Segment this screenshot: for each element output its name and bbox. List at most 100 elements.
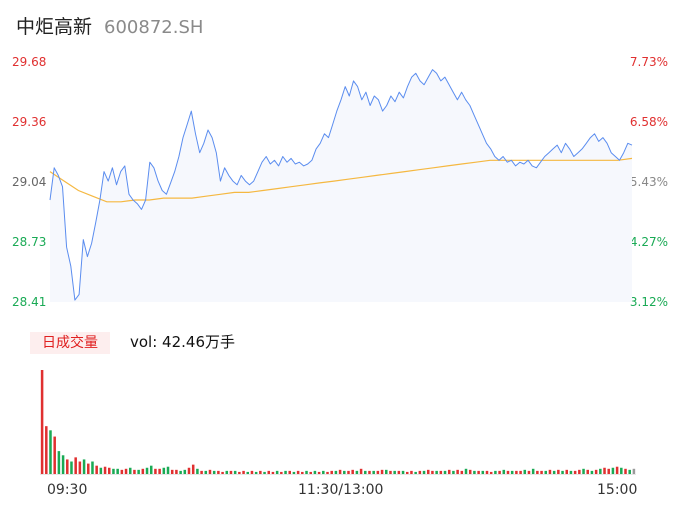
y-tick-left-0: 29.68 <box>12 55 47 69</box>
volume-bar <box>74 457 77 474</box>
stock-name: 中炬高新 <box>16 16 93 38</box>
volume-bar <box>196 468 199 474</box>
volume-bar <box>540 470 543 474</box>
volume-bar <box>292 471 296 474</box>
volume-bar <box>70 461 73 474</box>
volume-bar <box>162 467 166 474</box>
volume-bar <box>456 469 459 474</box>
volume-bar <box>212 470 216 474</box>
volume-bar <box>259 470 262 474</box>
volume-bar <box>561 470 564 474</box>
volume-bar <box>557 469 560 474</box>
volume-tab[interactable]: 日成交量 <box>30 332 110 354</box>
volume-bar <box>128 467 132 474</box>
volume-bar <box>502 469 506 474</box>
volume-bar <box>288 470 291 474</box>
volume-bar <box>380 469 384 474</box>
volume-bar <box>422 470 426 474</box>
volume-bar <box>347 470 350 474</box>
volume-bar <box>103 466 107 474</box>
volume-bar <box>82 459 86 474</box>
volume-bar <box>170 469 174 474</box>
avg-price-line <box>49 157 633 203</box>
volume-bar <box>225 470 229 474</box>
volume-bar <box>49 430 52 474</box>
stock-code: 600872.SH <box>104 17 204 38</box>
y-tick-right-0: 7.73% <box>629 55 668 69</box>
volume-bar <box>217 470 220 474</box>
volume-bar <box>364 470 367 474</box>
y-tick-right-2: 5.43% <box>629 175 668 189</box>
volume-bar <box>322 470 325 474</box>
volume-bar <box>326 471 329 474</box>
volume-bar <box>343 470 346 474</box>
volume-bar <box>620 467 623 474</box>
volume-bar <box>368 470 371 474</box>
volume-bar <box>389 470 392 474</box>
volume-bar <box>376 470 380 474</box>
volume-bar <box>565 469 569 474</box>
volume-bar <box>175 469 178 474</box>
volume-bar <box>489 471 493 474</box>
volume-bar <box>599 468 602 474</box>
volume-bar <box>485 470 489 474</box>
y-tick-right-3: 4.27% <box>629 235 668 249</box>
y-tick-left-1: 29.36 <box>12 115 47 129</box>
volume-bar <box>464 468 468 474</box>
volume-bar <box>473 470 476 474</box>
volume-bar <box>582 468 585 474</box>
volume-bar <box>536 470 539 474</box>
volume-bar <box>603 467 606 474</box>
volume-bar <box>313 470 317 474</box>
volume-bar <box>385 469 388 474</box>
volume-bar <box>53 436 56 474</box>
y-tick-right-4: 3.12% <box>629 295 668 309</box>
volume-bar <box>468 469 472 474</box>
volume-bar <box>447 469 451 474</box>
volume-bar <box>338 469 342 474</box>
price-line <box>49 69 633 301</box>
volume-bar <box>334 470 338 474</box>
volume-bar <box>78 461 82 474</box>
volume-bar <box>607 468 610 474</box>
volume-bar <box>124 468 128 474</box>
volume-bar <box>519 470 522 474</box>
volume-bar <box>452 470 455 474</box>
volume-bar <box>359 468 363 474</box>
y-tick-left-2: 29.04 <box>12 175 47 189</box>
volume-bar <box>45 426 48 474</box>
volume-bar <box>57 451 61 474</box>
y-tick-right-1: 6.58% <box>629 115 668 129</box>
y-tick-left-4: 28.41 <box>12 295 47 309</box>
volume-bar <box>372 470 375 474</box>
volume-bar <box>506 470 510 474</box>
volume-bar <box>624 468 627 474</box>
volume-bar <box>246 471 250 474</box>
volume-bar <box>309 471 312 474</box>
volume-bar <box>200 470 203 474</box>
x-tick-midday: 11:30/13:00 <box>298 482 384 498</box>
volume-bar <box>242 470 245 474</box>
volume-bar <box>280 471 283 474</box>
volume-bar <box>590 470 594 474</box>
volume-bar <box>355 470 359 474</box>
volume-bar <box>137 469 140 474</box>
volume-bar <box>271 471 275 474</box>
volume-bar <box>221 471 224 474</box>
volume-bar <box>61 455 65 474</box>
volume-bar <box>91 461 94 474</box>
volume-bar <box>586 469 589 474</box>
volume-bar <box>66 459 69 474</box>
volume-bar <box>301 471 304 474</box>
volume-bar <box>510 470 514 474</box>
volume-bar <box>250 470 254 474</box>
volume-bar <box>414 471 417 474</box>
volume-bar <box>267 470 271 474</box>
volume-chart <box>40 370 636 475</box>
volume-bar <box>393 470 396 474</box>
volume-bar <box>158 468 161 474</box>
volume-bar <box>431 470 434 474</box>
volume-bar <box>145 467 149 474</box>
volume-bar <box>498 470 501 474</box>
